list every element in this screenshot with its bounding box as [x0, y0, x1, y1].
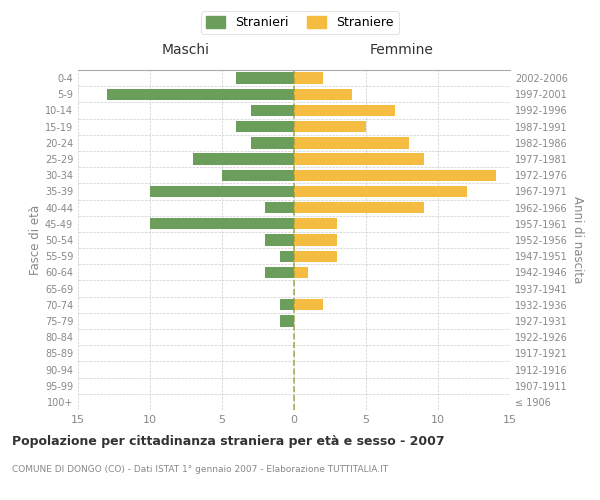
Bar [222, 170, 294, 181]
Bar [280, 316, 294, 326]
Bar [236, 72, 294, 84]
Bar [294, 154, 424, 164]
Bar [294, 218, 337, 230]
Bar [107, 88, 294, 100]
Bar [294, 72, 323, 84]
Bar [294, 137, 409, 148]
Text: COMUNE DI DONGO (CO) - Dati ISTAT 1° gennaio 2007 - Elaborazione TUTTITALIA.IT: COMUNE DI DONGO (CO) - Dati ISTAT 1° gen… [12, 465, 388, 474]
Bar [251, 137, 294, 148]
Bar [294, 88, 352, 100]
Legend: Stranieri, Straniere: Stranieri, Straniere [202, 11, 398, 34]
Bar [150, 218, 294, 230]
Bar [294, 250, 337, 262]
Bar [294, 202, 424, 213]
Bar [265, 266, 294, 278]
Text: Femmine: Femmine [370, 43, 434, 57]
Y-axis label: Anni di nascita: Anni di nascita [571, 196, 584, 284]
Bar [294, 170, 496, 181]
Bar [251, 105, 294, 116]
Bar [294, 299, 323, 310]
Bar [294, 121, 366, 132]
Bar [294, 105, 395, 116]
Bar [265, 234, 294, 246]
Y-axis label: Fasce di età: Fasce di età [29, 205, 42, 275]
Bar [150, 186, 294, 197]
Text: Maschi: Maschi [162, 43, 210, 57]
Bar [294, 266, 308, 278]
Text: Popolazione per cittadinanza straniera per età e sesso - 2007: Popolazione per cittadinanza straniera p… [12, 435, 445, 448]
Bar [193, 154, 294, 164]
Bar [280, 250, 294, 262]
Bar [294, 234, 337, 246]
Bar [280, 299, 294, 310]
Bar [236, 121, 294, 132]
Bar [294, 186, 467, 197]
Bar [265, 202, 294, 213]
